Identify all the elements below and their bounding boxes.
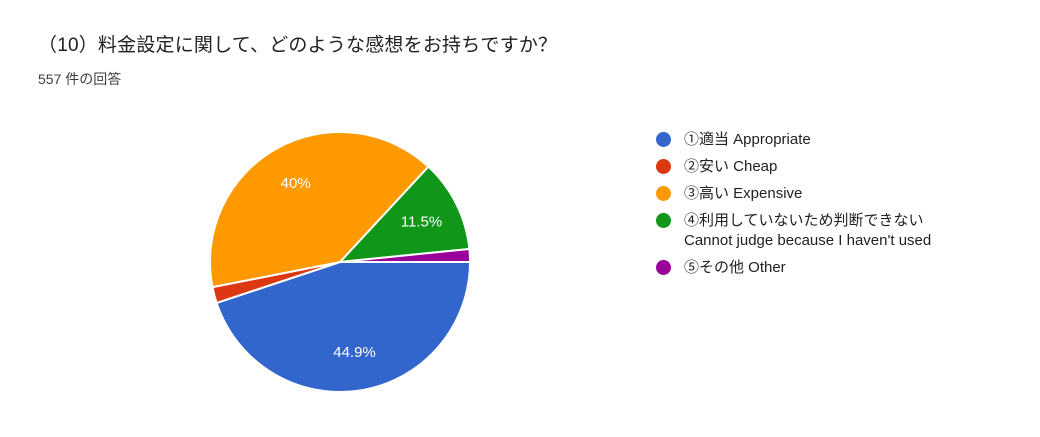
chart-header: （10）料金設定に関して、どのような感想をお持ちですか？ 557 件の回答 [38,30,557,89]
legend-item-2: ②安い Cheap [656,157,931,177]
legend-item-5: ⑤その他 Other [656,258,931,278]
pie-slice-4[interactable] [339,165,471,263]
pie-slice-3[interactable] [209,131,430,289]
legend-swatch-icon [656,132,671,147]
legend-label: ④利用していないため判断できない Cannot judge because I h… [684,212,932,249]
legend-swatch-icon [656,260,671,275]
pie-slice-label: 40% [281,175,311,192]
legend-item-3: ③高い Expensive [656,184,931,204]
pie-slice-label: 44.9% [333,344,376,361]
legend: ①適当 Appropriate ②安い Cheap ③高い Expensive ④利用… [656,130,931,285]
legend-swatch-icon [656,186,671,201]
legend-swatch-icon [656,159,671,174]
question-title: （10）料金設定に関して、どのような感想をお持ちですか？ [38,35,558,56]
legend-item-1: ①適当 Appropriate [656,130,931,150]
legend-label: ①適当 Appropriate [684,131,811,148]
legend-label: ③高い Expensive [684,185,803,202]
response-count: 557 件の回答 [38,71,122,87]
legend-label: ⑤その他 Other [684,259,786,276]
pie-slice-5[interactable] [339,247,471,263]
legend-item-4: ④利用していないため判断できない Cannot judge because I h… [656,211,931,251]
pie-slice-label: 11.5% [401,214,442,231]
legend-swatch-icon [656,213,671,228]
pie-slice-1[interactable] [215,261,471,393]
legend-label: ②安い Cheap [684,158,778,175]
pie-chart[interactable]: 44.9% 40% 11.5% [208,130,472,394]
pie-chart-svg[interactable]: 44.9% 40% 11.5% [208,130,472,394]
